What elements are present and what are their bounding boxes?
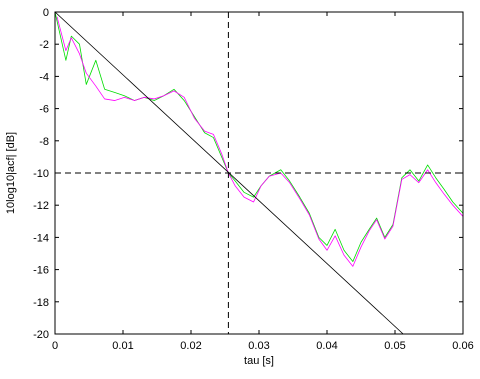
x-tick-label: 0.03	[248, 340, 269, 352]
y-tick-label: -4	[39, 71, 49, 83]
x-tick-label: 0.04	[316, 340, 337, 352]
series-line-envelope	[56, 16, 463, 267]
y-axis-label: 10log10|acf| [dB]	[5, 132, 17, 214]
y-tick-label: -16	[33, 265, 49, 277]
y-tick-label: -14	[33, 232, 49, 244]
y-tick-label: -18	[33, 297, 49, 309]
x-tick-label: 0.02	[180, 340, 201, 352]
y-tick-label: -12	[33, 200, 49, 212]
y-tick-label: -20	[33, 329, 49, 341]
x-tick-label: 0.01	[112, 340, 133, 352]
y-tick-label: -6	[39, 104, 49, 116]
y-tick-label: -8	[39, 136, 49, 148]
x-tick-label: 0.06	[452, 340, 473, 352]
x-tick-label: 0	[52, 340, 58, 352]
y-tick-label: -2	[39, 39, 49, 51]
x-tick-label: 0.05	[384, 340, 405, 352]
x-axis-label: tau [s]	[244, 355, 274, 367]
y-tick-label: 0	[43, 7, 49, 19]
y-tick-label: -10	[33, 168, 49, 180]
